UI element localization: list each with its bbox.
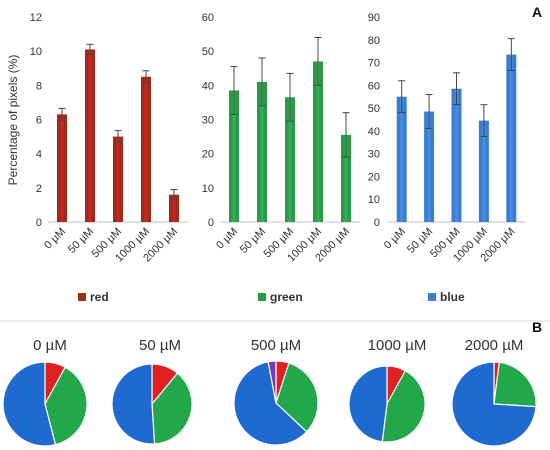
pie-0: 0 µM xyxy=(2,337,88,447)
pie-slice xyxy=(275,362,319,433)
y-tick-label: 90 xyxy=(368,12,380,24)
pie-slice xyxy=(2,361,57,447)
bar-blue-3 xyxy=(478,104,489,222)
y-tick-label: 12 xyxy=(30,12,42,24)
bar-blue-4 xyxy=(506,38,517,223)
y-tick-label: 2 xyxy=(36,183,42,195)
legend-swatch xyxy=(428,293,436,301)
y-tick-label: 0 xyxy=(36,217,42,229)
y-tick-label: 40 xyxy=(368,126,380,138)
panel-label-b: B xyxy=(532,319,542,335)
panel-label-a: A xyxy=(532,4,542,20)
bar-highlight xyxy=(172,194,176,222)
y-tick-label: 4 xyxy=(36,149,42,161)
y-tick-label: 0 xyxy=(208,217,214,229)
category-label: 0 µM xyxy=(42,226,68,252)
y-tick-label: 30 xyxy=(368,149,380,161)
pie-slice xyxy=(381,369,426,443)
y-tick-label: 50 xyxy=(202,46,214,58)
y-tick-label: 50 xyxy=(368,103,380,115)
bar-highlight xyxy=(288,97,292,222)
y-axis-label: Percentage of pixels (%) xyxy=(6,55,20,186)
bar-green-2 xyxy=(285,72,295,222)
pie-label: 500 µM xyxy=(251,337,301,354)
legend: red green blue xyxy=(78,290,465,304)
bar-highlight xyxy=(260,81,264,223)
bar-green-0 xyxy=(229,66,239,222)
pie-label: 1000 µM xyxy=(368,337,427,354)
y-tick-label: 20 xyxy=(202,149,214,161)
legend-label: blue xyxy=(440,290,465,304)
bar-highlight xyxy=(232,90,236,222)
pie-slice xyxy=(451,361,537,447)
bar-highlight xyxy=(60,114,64,222)
bar-green-3 xyxy=(313,37,323,222)
bar-red-4 xyxy=(169,189,179,222)
y-tick-label: 30 xyxy=(202,115,214,127)
y-tick-label: 0 xyxy=(374,217,380,229)
legend-item-blue: blue xyxy=(428,290,465,304)
legend-swatch xyxy=(78,293,86,301)
pie-label: 0 µM xyxy=(33,337,67,354)
y-tick-label: 70 xyxy=(368,58,380,70)
pie-1: 50 µM xyxy=(111,337,193,445)
bar-highlight xyxy=(509,54,513,223)
y-tick-label: 10 xyxy=(368,194,380,206)
legend-label: green xyxy=(270,290,303,304)
bar-red-1 xyxy=(85,43,95,223)
bar-highlight xyxy=(316,61,320,222)
bar-green-1 xyxy=(257,57,267,223)
bar-highlight xyxy=(344,134,348,222)
category-label: 0 µM xyxy=(214,226,240,252)
pie-slice xyxy=(267,360,277,404)
y-tick-label: 10 xyxy=(30,46,42,58)
bar-highlight xyxy=(116,136,120,222)
pie-slice xyxy=(44,366,88,446)
y-tick-label: 80 xyxy=(368,35,380,47)
bar-highlight xyxy=(427,111,431,222)
bar-highlight xyxy=(482,120,486,222)
y-tick-label: 20 xyxy=(368,171,380,183)
bar-green-4 xyxy=(341,112,351,222)
bar-highlight xyxy=(400,96,404,222)
y-tick-label: 10 xyxy=(202,183,214,195)
y-tick-label: 60 xyxy=(202,12,214,24)
bar-red-3 xyxy=(141,70,151,223)
y-tick-label: 40 xyxy=(202,80,214,92)
bar-red-0 xyxy=(57,107,67,222)
legend-swatch xyxy=(258,293,266,301)
bar-highlight xyxy=(88,49,92,223)
pie-2: 500 µM xyxy=(233,337,319,446)
bar-blue-0 xyxy=(396,80,407,222)
pie-slice xyxy=(111,363,156,445)
pie-charts: 0 µM 50 µM 500 µM 1000 µM 2000 µM xyxy=(2,337,537,447)
legend-label: red xyxy=(90,290,109,304)
bar-highlight xyxy=(144,76,148,223)
pie-slice xyxy=(348,365,388,443)
pie-slice xyxy=(151,372,193,445)
bar-red-2 xyxy=(113,130,123,222)
legend-item-red: red xyxy=(78,290,109,304)
pie-slice xyxy=(233,361,308,446)
bar-highlight xyxy=(455,88,458,222)
bar-blue-2 xyxy=(451,72,462,222)
y-tick-label: 6 xyxy=(36,115,42,127)
pie-label: 50 µM xyxy=(139,337,181,354)
pie-slice xyxy=(493,361,537,408)
pie-4: 2000 µM xyxy=(451,337,537,447)
pie-3: 1000 µM xyxy=(348,337,427,443)
pie-label: 2000 µM xyxy=(465,337,524,354)
y-tick-label: 60 xyxy=(368,80,380,92)
bar-blue-1 xyxy=(424,93,435,222)
legend-item-green: green xyxy=(258,290,303,304)
y-tick-label: 8 xyxy=(36,80,42,92)
